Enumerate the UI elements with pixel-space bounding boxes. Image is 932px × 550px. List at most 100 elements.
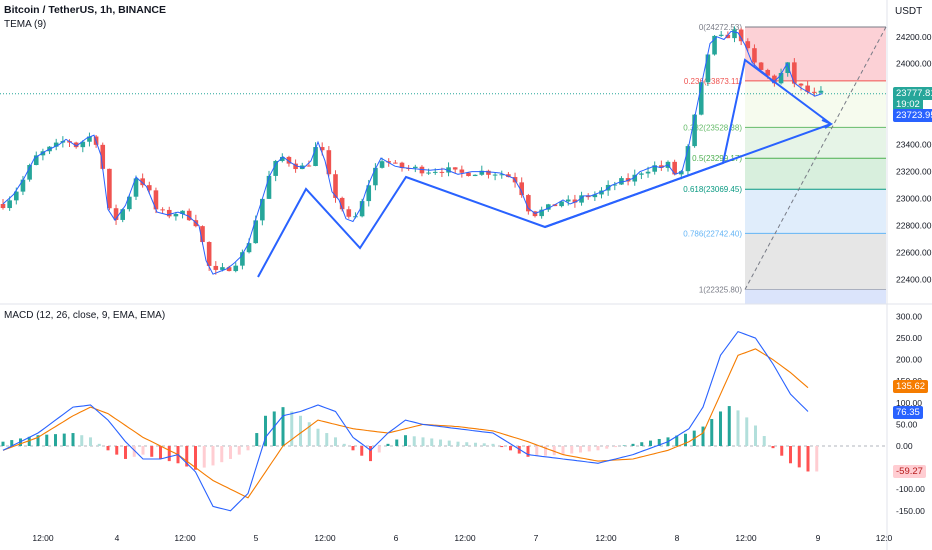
candle — [160, 207, 165, 214]
fib-extension-zone — [745, 289, 886, 304]
tema-legend[interactable]: TEMA (9) — [4, 19, 47, 30]
hist-bar — [465, 442, 469, 446]
candle — [486, 169, 491, 179]
macd-histogram — [1, 406, 819, 472]
candle-body — [319, 147, 325, 151]
hist-bar — [194, 446, 197, 470]
macd-line — [2, 330, 809, 512]
candle-body — [107, 168, 112, 209]
candle — [147, 181, 152, 194]
candle-body — [426, 172, 431, 174]
candle-body — [712, 35, 717, 55]
hist-bar — [360, 446, 364, 456]
candle-body — [0, 203, 6, 209]
candle-body — [439, 171, 445, 173]
candle — [572, 194, 578, 208]
time-tick: 12:00 — [454, 533, 476, 543]
candle-body — [293, 163, 298, 170]
macd-tick: -100.00 — [896, 484, 925, 494]
macd-value-tag: 76.35 — [893, 406, 923, 419]
hist-bar — [150, 446, 154, 457]
symbol-title[interactable]: Bitcoin / TetherUS, 1h, BINANCE — [4, 4, 166, 16]
candle — [659, 160, 664, 171]
candle — [818, 86, 824, 94]
candle-body — [692, 114, 697, 147]
candle — [33, 151, 39, 166]
candle — [652, 161, 657, 175]
candle — [80, 140, 86, 153]
hist-bar — [421, 437, 425, 446]
candle — [712, 34, 717, 56]
hist-bar — [299, 415, 302, 446]
hist-bar — [325, 433, 329, 446]
candle — [738, 27, 744, 46]
hist-bar — [649, 440, 652, 446]
candle — [127, 194, 132, 212]
time-tick: 7 — [534, 533, 539, 543]
hist-bar — [307, 422, 311, 446]
candle — [166, 206, 172, 219]
candle-body — [226, 267, 232, 272]
price-tick: 23400.00 — [896, 140, 932, 150]
candle — [778, 68, 784, 85]
candle-body — [492, 174, 498, 176]
hist-bar — [544, 446, 547, 456]
candle — [592, 191, 598, 202]
candle-body — [499, 174, 505, 176]
fib-label-0.786: 0.786(22742.40) — [683, 229, 742, 238]
macd-tick: 100.00 — [896, 398, 922, 408]
hist-bar — [211, 446, 215, 466]
macd-tick: 50.00 — [896, 419, 918, 429]
candle-body — [758, 62, 764, 70]
candle — [772, 74, 777, 87]
countdown-tag: 19:02 — [893, 98, 923, 111]
candle — [399, 161, 405, 172]
price-tick: 22400.00 — [896, 274, 932, 284]
macd-tick: -150.00 — [896, 506, 925, 516]
candle — [113, 204, 119, 225]
time-tick: 4 — [115, 533, 120, 543]
time-tick: 12:00 — [735, 533, 757, 543]
candle-body — [133, 178, 139, 197]
hist-bar — [736, 410, 740, 446]
hist-bar — [27, 436, 31, 446]
candle — [752, 44, 757, 67]
hist-bar — [806, 446, 810, 472]
candle-body — [546, 204, 551, 210]
hist-bar — [605, 446, 609, 449]
fib-label-0.382: 0.382(23528.38) — [683, 123, 742, 132]
candle-body — [798, 83, 804, 86]
hist-bar — [1, 441, 5, 446]
hist-bar — [264, 415, 267, 446]
fib-zone-5 — [745, 233, 886, 290]
candle — [632, 169, 638, 186]
candle-body — [738, 29, 744, 42]
currency-label[interactable]: USDT — [895, 6, 923, 17]
macd-legend[interactable]: MACD (12, 26, close, 9, EMA, EMA) — [4, 310, 166, 321]
candle — [619, 176, 624, 185]
candle-body — [672, 161, 677, 175]
candle-body — [818, 90, 824, 93]
signal-value-tag: 135.62 — [893, 380, 929, 393]
candle — [446, 162, 451, 177]
candle — [299, 162, 305, 170]
macd-tick: 250.00 — [896, 333, 922, 343]
hist-bar — [141, 446, 145, 455]
hist-bar — [771, 446, 775, 449]
candle-body — [652, 165, 657, 172]
candle-body — [792, 62, 797, 84]
hist-bar — [97, 443, 101, 446]
candle — [20, 175, 26, 196]
fib-zone-3 — [745, 158, 886, 190]
candle-body — [173, 213, 179, 217]
candle-body — [180, 210, 185, 214]
candle-body — [339, 197, 345, 210]
hist-value-tag: -59.27 — [893, 465, 926, 478]
time-tick: 12:0 — [876, 533, 893, 543]
hist-bar — [456, 441, 460, 446]
candle — [186, 208, 192, 221]
candle-body — [472, 174, 478, 177]
candle — [306, 160, 312, 167]
candle-body — [253, 220, 258, 244]
